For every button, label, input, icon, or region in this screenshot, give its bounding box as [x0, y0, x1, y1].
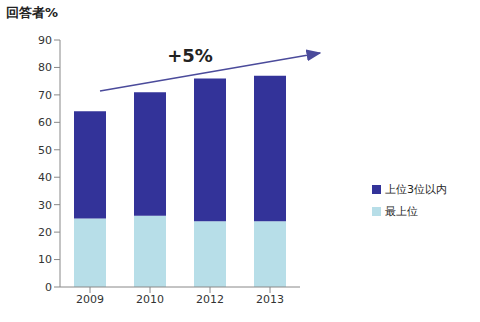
svg-text:50: 50 [38, 144, 52, 157]
html-text:最上位: 最上位 [385, 204, 418, 218]
svg-text:70: 70 [38, 89, 52, 102]
svg-text:+5%: +5% [167, 45, 213, 66]
svg-text:80: 80 [38, 61, 52, 74]
svg-text:2009: 2009 [76, 293, 104, 306]
svg-text:20: 20 [38, 226, 52, 239]
svg-text:30: 30 [38, 199, 52, 212]
svg-text:10: 10 [38, 253, 52, 266]
svg-text:2013: 2013 [256, 293, 284, 306]
svg-text:40: 40 [38, 171, 52, 184]
svg-text:0: 0 [45, 281, 52, 294]
svg-text:60: 60 [38, 116, 52, 129]
html-text:上位3位以内: 上位3位以内 [385, 182, 447, 196]
html-text:回答者%: 回答者% [6, 5, 58, 20]
svg-text:90: 90 [38, 34, 52, 47]
svg-text:2010: 2010 [136, 293, 164, 306]
svg-text:2012: 2012 [196, 293, 224, 306]
